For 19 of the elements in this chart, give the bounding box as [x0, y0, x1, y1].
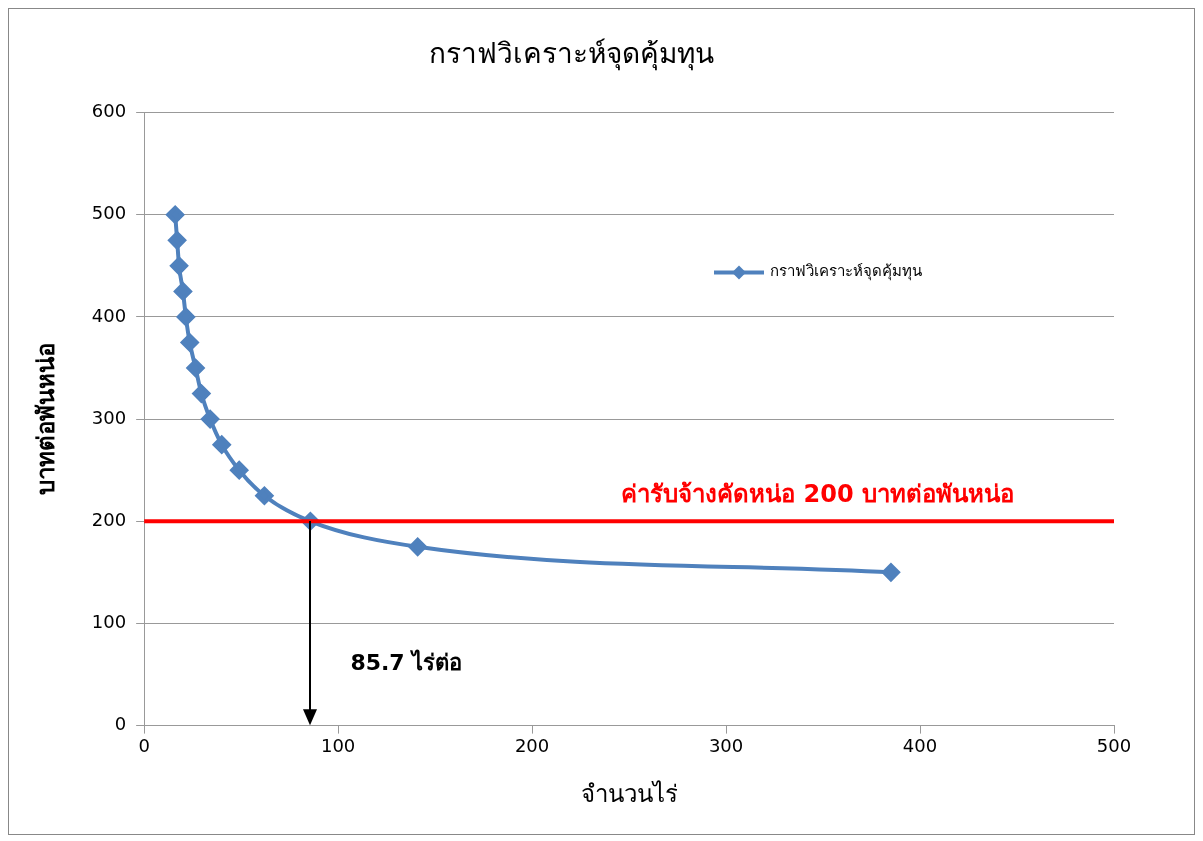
- y-tick-label: 100: [91, 611, 127, 633]
- y-tick-label: 200: [91, 508, 127, 530]
- x-axis-title: จำนวนไร่: [580, 779, 678, 808]
- x-tick-label: 100: [320, 735, 356, 757]
- y-tick-label: 400: [91, 304, 127, 326]
- x-tick-label: 400: [902, 735, 938, 757]
- chart-title: กราฟวิเคราะห์จุดคุ้มทุน: [429, 37, 714, 72]
- x-tick-label: 300: [708, 735, 744, 757]
- y-tick-label: 300: [91, 406, 127, 428]
- y-tick-label: 500: [91, 202, 127, 224]
- annotation: 85.7 ไร่ต่อ: [350, 649, 463, 676]
- ref-line-label: ค่ารับจ้างคัดหน่อ 200 บาทต่อพันหน่อ: [621, 479, 1014, 508]
- y-axis-title: บาทต่อพันหน่อ: [31, 343, 60, 496]
- x-tick-label: 0: [138, 735, 150, 757]
- y-tick-label: 0: [114, 713, 127, 735]
- legend-label: กราฟวิเคราะห์จุดคุ้มทุน: [770, 262, 922, 282]
- x-tick-label: 500: [1096, 735, 1132, 757]
- x-tick-label: 200: [514, 735, 550, 757]
- y-tick-label: 600: [91, 100, 127, 122]
